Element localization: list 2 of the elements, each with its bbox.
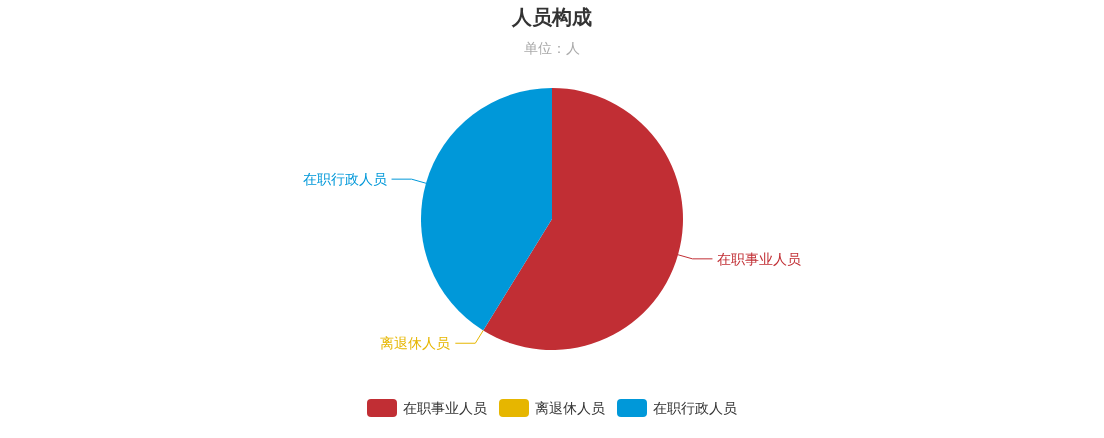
subtitle: 单位：人 — [524, 40, 580, 56]
title: 人员构成 — [512, 5, 592, 29]
